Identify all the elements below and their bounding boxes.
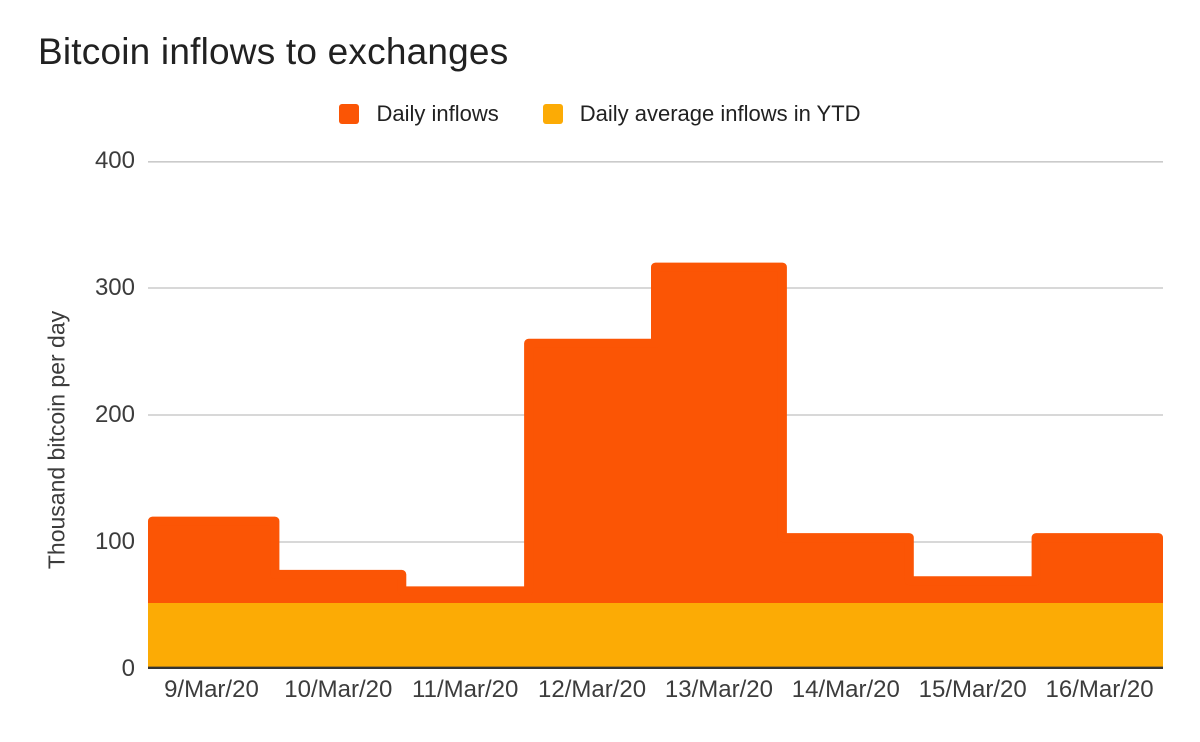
y-tick-label-100: 100 — [94, 528, 135, 555]
legend-item-daily-average-inflows: Daily average inflows in YTD — [542, 101, 861, 127]
legend-label-daily-average: Daily average inflows in YTD — [579, 101, 861, 126]
legend-item-daily-inflows: Daily inflows — [339, 101, 499, 127]
chart-title: Bitcoin inflows to exchanges — [38, 31, 509, 72]
series-daily-inflows-area — [148, 262, 1163, 669]
series-daily-average-area — [148, 603, 1163, 669]
y-tick-label-200: 200 — [94, 401, 135, 428]
x-axis-label: 11/Mar/20 — [412, 676, 519, 703]
plot-area — [148, 161, 1163, 669]
x-axis-label: 15/Mar/20 — [918, 676, 1027, 703]
x-axis-label: 14/Mar/20 — [791, 676, 900, 703]
x-axis-label: 16/Mar/20 — [1045, 676, 1154, 703]
y-tick-label-300: 300 — [94, 274, 135, 301]
x-axis-label: 9/Mar/20 — [164, 676, 259, 703]
x-axis-label: 12/Mar/20 — [538, 676, 647, 703]
y-tick-label-400: 400 — [94, 147, 135, 174]
x-axis-label: 13/Mar/20 — [664, 676, 773, 703]
legend-label-daily-inflows: Daily inflows — [376, 101, 499, 126]
y-tick-label-0: 0 — [121, 655, 135, 682]
legend-swatch-daily-average-icon — [542, 104, 563, 124]
legend-swatch-daily-inflows-icon — [339, 104, 360, 124]
legend: Daily inflows Daily average inflows in Y… — [0, 101, 1200, 127]
x-axis-label: 10/Mar/20 — [284, 676, 393, 703]
